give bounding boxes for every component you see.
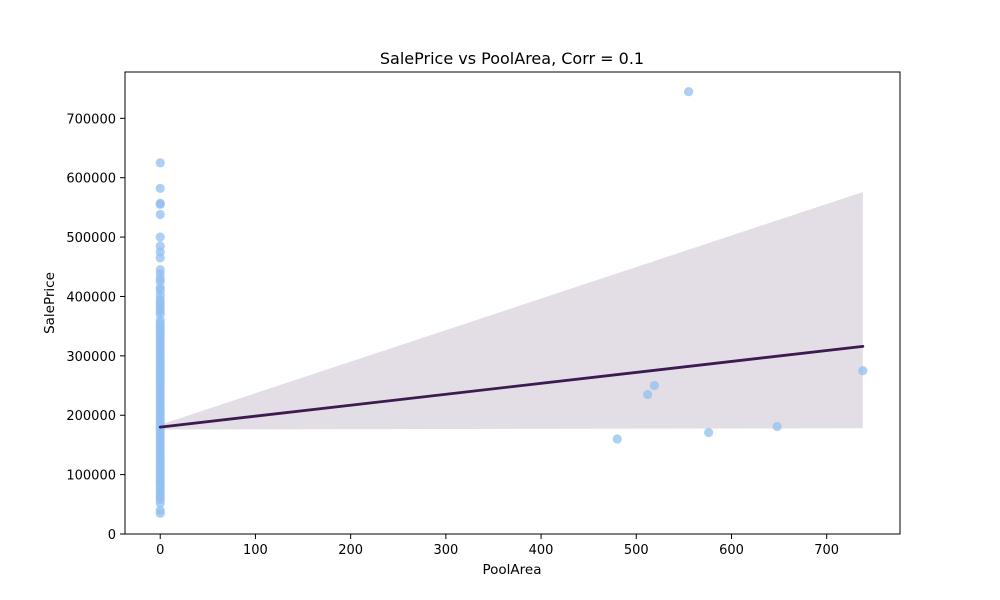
data-point [643, 389, 653, 400]
x-tick-label: 700 [814, 543, 839, 558]
plot-area-frame [124, 71, 901, 535]
data-point [155, 158, 165, 168]
data-point [155, 265, 165, 275]
points-layer [155, 86, 868, 518]
x-axis: 0 100 200 300 400 500 600 700 [156, 534, 839, 558]
data-point [858, 366, 868, 376]
x-tick-label: 400 [529, 543, 554, 558]
data-point [155, 505, 165, 515]
y-tick-label: 500000 [66, 231, 116, 246]
y-tick-label: 700000 [66, 112, 116, 127]
y-tick-label: 0 [108, 528, 116, 543]
x-tick-label: 200 [338, 543, 363, 558]
x-tick-label: 600 [719, 543, 744, 558]
data-point [684, 86, 694, 97]
y-axis: 0 100000 200000 300000 400000 500000 600000 700… [66, 112, 125, 543]
y-tick-label: 400000 [66, 290, 116, 305]
data-point [612, 434, 622, 444]
data-point [772, 421, 782, 432]
x-tick-label: 500 [624, 543, 649, 558]
x-tick-label: 300 [433, 543, 458, 558]
y-axis-label: SalePrice [42, 272, 58, 334]
y-tick-label: 100000 [66, 469, 116, 484]
data-point [155, 198, 165, 208]
chart-title: SalePrice vs PoolArea, Corr = 0.1 [380, 49, 644, 68]
data-point [155, 183, 165, 193]
y-tick-label: 600000 [66, 172, 116, 187]
data-point [649, 380, 659, 391]
confidence-band [160, 191, 863, 430]
y-tick-label: 200000 [66, 409, 116, 424]
regression-line-layer [158, 344, 865, 429]
data-point [704, 427, 714, 438]
data-point [155, 241, 165, 251]
data-point [155, 232, 165, 242]
data-point [155, 209, 165, 220]
x-tick-label: 100 [243, 543, 268, 558]
x-tick-label: 0 [156, 543, 164, 558]
x-axis-label: PoolArea [483, 562, 542, 578]
y-tick-label: 300000 [66, 350, 116, 365]
regression-line [158, 344, 865, 429]
confidence-band-layer [160, 191, 863, 430]
